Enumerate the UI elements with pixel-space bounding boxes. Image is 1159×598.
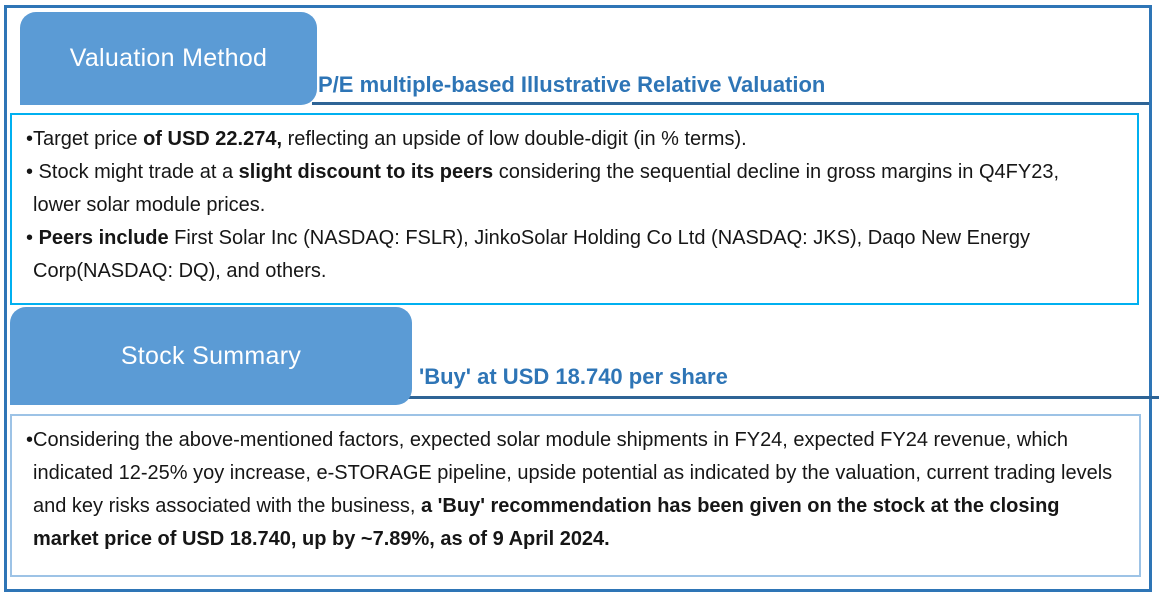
tab-valuation-method-label: Valuation Method [69, 44, 268, 72]
tab-valuation-method: Valuation Method [20, 12, 317, 105]
bullet-item: •Target price of USD 22.274, reflecting … [26, 128, 747, 150]
tab-stock-summary: Stock Summary [10, 307, 412, 405]
valuation-content-box: •Target price of USD 22.274, reflecting … [10, 113, 1139, 305]
summary-section-title: 'Buy' at USD 18.740 per share [419, 364, 728, 389]
summary-header-underline [405, 396, 1159, 399]
tab-stock-summary-label: Stock Summary [120, 341, 302, 370]
valuation-header-underline [312, 102, 1149, 105]
bullet-item: •Considering the above-mentioned factors… [26, 429, 1113, 550]
valuation-section-title: P/E multiple-based Illustrative Relative… [318, 72, 826, 97]
summary-content-box: •Considering the above-mentioned factors… [10, 414, 1141, 577]
bullet-item: • Peers include First Solar Inc (NASDAQ:… [26, 227, 1031, 282]
bullet-item: • Stock might trade at a slight discount… [26, 161, 1060, 216]
